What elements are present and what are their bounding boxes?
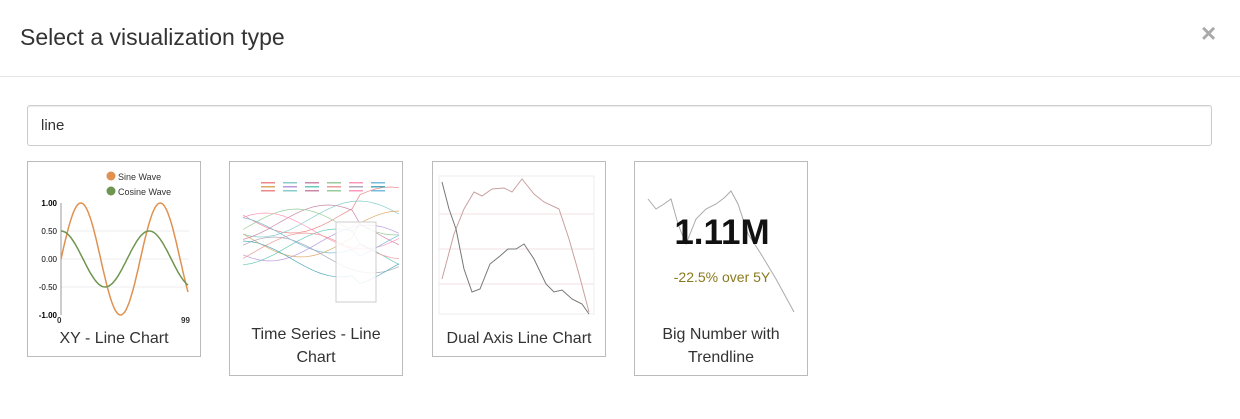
big-number-value: 1.11M: [674, 213, 769, 252]
viz-card-xy-line-chart[interactable]: Sine Wave Cosine Wave 1.00 0.50 0.00 -0.…: [27, 161, 201, 357]
x-tick-end: 99: [181, 316, 190, 325]
svg-text:-0.50: -0.50: [39, 283, 58, 292]
card-label: Big Number with Trendline: [662, 326, 780, 366]
legend-entry: [371, 190, 385, 192]
dual-axis-thumbnail: [438, 175, 595, 315]
legend-entry: [305, 190, 319, 192]
big-number-thumbnail: 1.11M -22.5% over 5Y: [647, 190, 795, 313]
viz-card-time-series-line-chart[interactable]: Time Series - Line Chart: [229, 161, 403, 376]
legend-entry: [261, 186, 275, 188]
xy-line-chart-thumbnail: Sine Wave Cosine Wave 1.00 0.50 0.00 -0.…: [39, 171, 189, 319]
time-series-thumbnail: [242, 182, 400, 303]
legend-entry: [305, 186, 319, 188]
legend-entry: [283, 186, 297, 188]
svg-text:0.00: 0.00: [41, 255, 57, 264]
legend-entry: [349, 190, 363, 192]
legend-sine: Sine Wave: [118, 172, 161, 182]
legend-entry: [349, 182, 363, 184]
tooltip: [335, 221, 377, 303]
sine-series: [60, 202, 189, 316]
legend-entry: [261, 182, 275, 184]
svg-text:0.50: 0.50: [41, 227, 57, 236]
legend-entry: [349, 186, 363, 188]
card-label: Dual Axis Line Chart: [446, 330, 592, 347]
x-tick-start: 0: [57, 316, 62, 325]
big-number-subtitle: -22.5% over 5Y: [674, 269, 771, 285]
legend-entry: [305, 182, 319, 184]
card-label: Time Series - Line Chart: [251, 326, 381, 366]
svg-text:-1.00: -1.00: [39, 311, 58, 319]
card-label: XY - Line Chart: [59, 330, 169, 347]
legend-entry: [371, 182, 385, 184]
series-line: [242, 200, 400, 238]
modal-header: Select a visualization type ×: [0, 0, 1240, 77]
search-input[interactable]: [27, 105, 1212, 146]
legend-cosine-marker: [106, 186, 116, 196]
legend-entry: [283, 190, 297, 192]
viz-card-big-number-with-trendline[interactable]: 1.11M -22.5% over 5Y Big Number with Tre…: [634, 161, 808, 376]
legend-entry: [371, 186, 385, 188]
legend-cosine: Cosine Wave: [118, 187, 171, 197]
legend-entry: [261, 190, 275, 192]
legend-sine-marker: [106, 171, 116, 181]
legend-entry: [327, 190, 341, 192]
viz-card-dual-axis-line-chart[interactable]: Dual Axis Line Chart: [432, 161, 606, 357]
cosine-series: [60, 230, 189, 288]
legend-entry: [327, 186, 341, 188]
svg-text:1.00: 1.00: [41, 199, 57, 208]
modal-title: Select a visualization type: [20, 24, 285, 50]
legend-entry: [327, 182, 341, 184]
legend-entry: [283, 182, 297, 184]
close-icon[interactable]: ×: [1201, 18, 1217, 48]
